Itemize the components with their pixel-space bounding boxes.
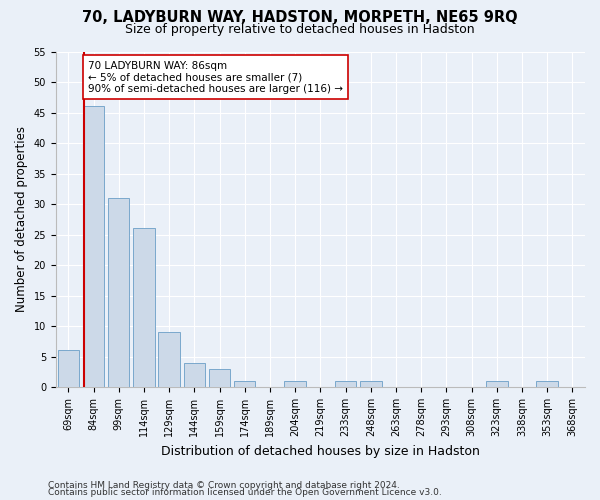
Text: Contains HM Land Registry data © Crown copyright and database right 2024.: Contains HM Land Registry data © Crown c… <box>48 480 400 490</box>
Y-axis label: Number of detached properties: Number of detached properties <box>15 126 28 312</box>
Bar <box>58 350 79 387</box>
Bar <box>234 381 256 387</box>
Bar <box>184 362 205 387</box>
Bar <box>83 106 104 387</box>
Bar <box>209 369 230 387</box>
X-axis label: Distribution of detached houses by size in Hadston: Distribution of detached houses by size … <box>161 444 480 458</box>
Bar <box>133 228 155 387</box>
Bar <box>360 381 382 387</box>
Text: 70, LADYBURN WAY, HADSTON, MORPETH, NE65 9RQ: 70, LADYBURN WAY, HADSTON, MORPETH, NE65… <box>82 10 518 25</box>
Text: 70 LADYBURN WAY: 86sqm
← 5% of detached houses are smaller (7)
90% of semi-detac: 70 LADYBURN WAY: 86sqm ← 5% of detached … <box>88 60 343 94</box>
Text: Size of property relative to detached houses in Hadston: Size of property relative to detached ho… <box>125 22 475 36</box>
Bar <box>536 381 558 387</box>
Bar <box>158 332 180 387</box>
Text: Contains public sector information licensed under the Open Government Licence v3: Contains public sector information licen… <box>48 488 442 497</box>
Bar <box>108 198 130 387</box>
Bar <box>486 381 508 387</box>
Bar <box>284 381 306 387</box>
Bar <box>335 381 356 387</box>
